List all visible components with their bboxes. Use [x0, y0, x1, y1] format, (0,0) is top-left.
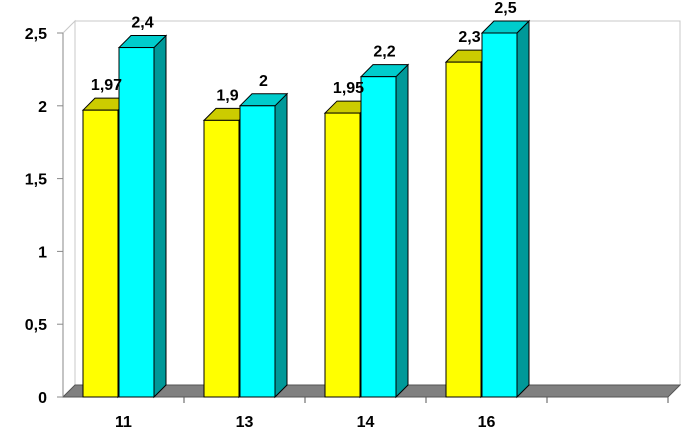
data-label: 2,2 [373, 44, 395, 61]
bar [81, 96, 132, 399]
y-tick-label: 1 [38, 244, 47, 261]
x-tick-label: 13 [236, 414, 254, 431]
bar-front [82, 109, 119, 398]
bar-front [239, 105, 276, 398]
data-label: 2,3 [458, 29, 480, 46]
x-tick-label: 11 [115, 414, 132, 431]
data-label: 1,9 [216, 87, 238, 104]
y-tick-label: 1,5 [25, 172, 47, 189]
bar [359, 63, 410, 399]
bar-front [203, 119, 240, 398]
bar [238, 92, 289, 399]
x-tick-label: 14 [357, 414, 375, 431]
bar-front [481, 32, 518, 398]
data-label: 2,4 [131, 15, 153, 32]
data-label: 1,97 [91, 77, 122, 94]
bar-side [395, 63, 409, 399]
bar-front [324, 112, 361, 398]
y-tick-label: 2,5 [25, 26, 47, 43]
x-tick-label: 16 [478, 414, 496, 431]
y-tick-label: 2 [38, 99, 47, 116]
bar-side [516, 19, 530, 399]
data-label: 2,5 [494, 0, 516, 17]
bar [117, 34, 168, 399]
y-tick-label: 0 [38, 390, 47, 407]
data-label: 1,95 [333, 80, 364, 97]
bar [480, 19, 531, 399]
bar-side [153, 34, 167, 399]
side-wall [62, 19, 76, 399]
bar-front [118, 47, 155, 398]
y-tick-label: 0,5 [25, 317, 47, 334]
bar-front [445, 61, 482, 398]
bar-front [360, 76, 397, 398]
bar-side [274, 92, 288, 399]
data-label: 2 [259, 73, 268, 90]
